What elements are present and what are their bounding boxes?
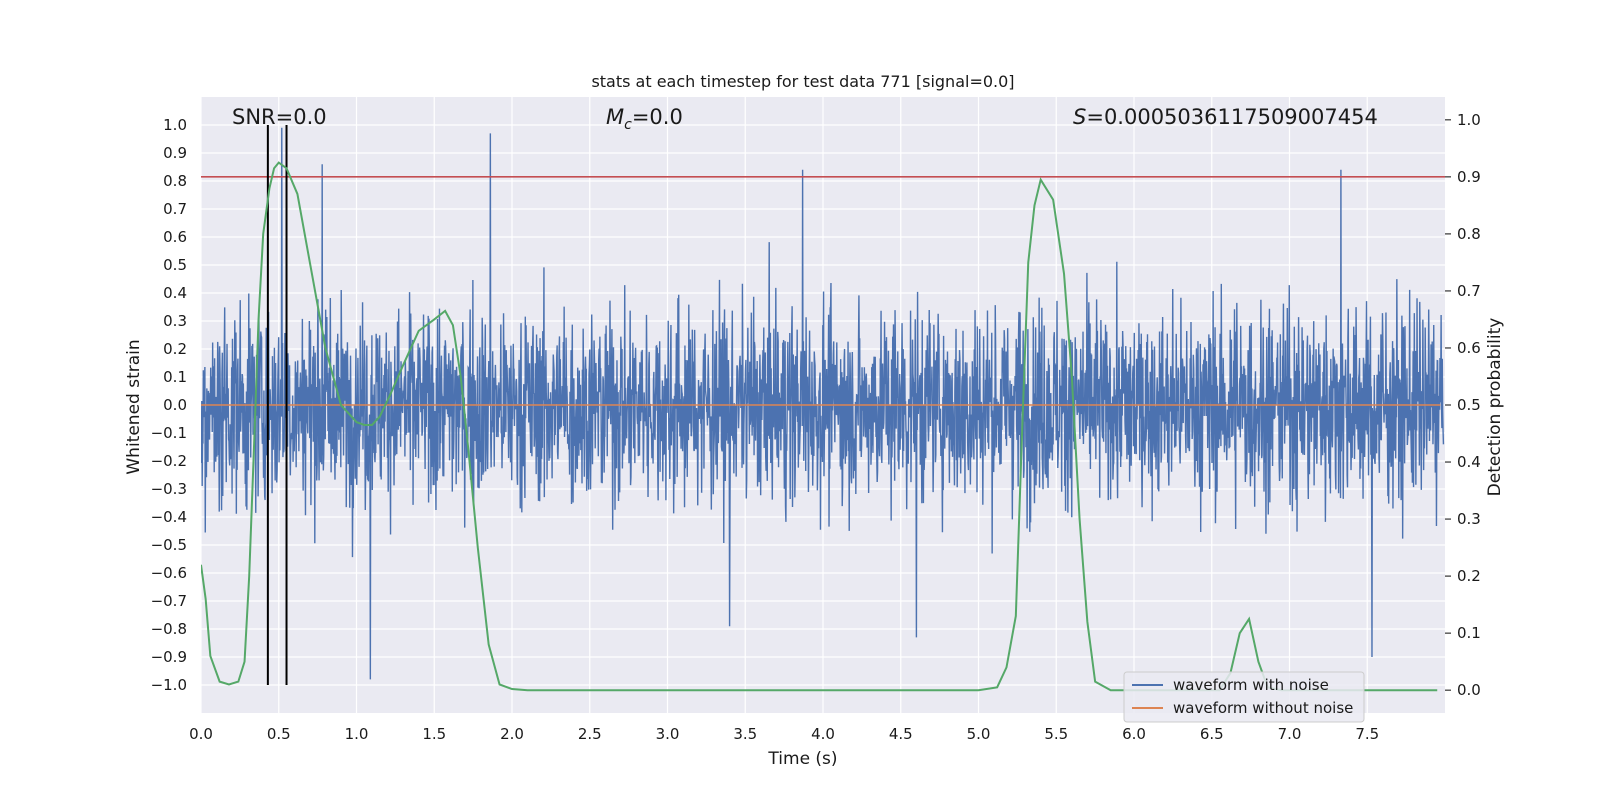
- y-tick-label: −0.4: [151, 508, 187, 526]
- chirp-mass-value: =0.0: [632, 105, 683, 129]
- y-axis-label: Whitened strain: [124, 339, 144, 474]
- y2-tick-label: 0.1: [1457, 624, 1481, 642]
- score-value: =0.0005036117509007454: [1086, 105, 1378, 129]
- y-tick-label: −0.9: [151, 648, 187, 666]
- chirp-mass-subscript: c: [624, 117, 632, 133]
- y2-tick-label: 0.7: [1457, 282, 1481, 300]
- legend-label-clean: waveform without noise: [1173, 699, 1353, 717]
- y2-axis-ticks: 1.0 0.9 0.8 0.7 0.6 0.5 0.4 0.3 0.2 0.1 0.0: [1445, 111, 1481, 699]
- y2-tick-label: 0.2: [1457, 567, 1481, 585]
- detection-probability-line: [201, 161, 1438, 692]
- y-tick-label: 0.1: [163, 368, 187, 386]
- y2-tick-label: 0.6: [1457, 339, 1481, 357]
- y-tick-label: 0.7: [163, 200, 187, 218]
- x-tick-label: 2.5: [578, 725, 602, 743]
- waveform-with-noise-line: [201, 127, 1445, 680]
- y-tick-label: −0.5: [151, 536, 187, 554]
- chirp-mass-annotation: Mc=0.0: [606, 105, 683, 133]
- y-tick-label: 0.2: [163, 340, 187, 358]
- x-tick-label: 6.5: [1200, 725, 1224, 743]
- y-tick-label: −0.3: [151, 480, 187, 498]
- x-tick-label: 7.0: [1278, 725, 1302, 743]
- x-tick-label: 5.0: [967, 725, 991, 743]
- y-tick-label: −1.0: [151, 676, 187, 694]
- x-tick-label: 7.5: [1355, 725, 1379, 743]
- score-symbol: S: [1073, 105, 1086, 129]
- legend: waveform with noise waveform without noi…: [1123, 671, 1365, 723]
- plot-content: [201, 125, 1445, 692]
- y-tick-label: −0.1: [151, 424, 187, 442]
- y-tick-label: −0.7: [151, 592, 187, 610]
- x-tick-label: 3.5: [733, 725, 757, 743]
- legend-box: [1123, 671, 1365, 723]
- y2-tick-label: 0.5: [1457, 396, 1481, 414]
- y-tick-label: 0.8: [163, 172, 187, 190]
- y2-tick-label: 0.0: [1457, 681, 1481, 699]
- legend-label-noise: waveform with noise: [1173, 676, 1329, 694]
- x-axis-label: Time (s): [767, 749, 837, 769]
- y2-tick-label: 0.4: [1457, 453, 1481, 471]
- y-tick-label: 0.0: [163, 396, 187, 414]
- x-tick-label: 1.0: [345, 725, 369, 743]
- y-tick-label: 0.9: [163, 144, 187, 162]
- score-annotation: S=0.0005036117509007454: [1073, 105, 1378, 129]
- y-tick-label: 0.5: [163, 256, 187, 274]
- y-tick-label: 0.6: [163, 228, 187, 246]
- x-tick-label: 4.0: [811, 725, 835, 743]
- y2-tick-label: 1.0: [1457, 111, 1481, 129]
- x-tick-label: 2.0: [500, 725, 524, 743]
- x-tick-label: 5.5: [1044, 725, 1068, 743]
- y2-tick-label: 0.9: [1457, 168, 1481, 186]
- y-axis-ticks: 1.0 0.9 0.8 0.7 0.6 0.5 0.4 0.3 0.2 0.1 0.0 −0.1 −0.…: [151, 116, 187, 694]
- y2-tick-label: 0.8: [1457, 225, 1481, 243]
- chirp-mass-symbol: M: [606, 105, 624, 129]
- chart-title: stats at each timestep for test data 771…: [591, 72, 1014, 91]
- y-tick-label: 1.0: [163, 116, 187, 134]
- x-tick-label: 1.5: [422, 725, 446, 743]
- x-axis-ticks: 0.0 0.5 1.0 1.5 2.0 2.5 3.0 3.5 4.0 4.5 5.0 5.5 6.0 6…: [189, 725, 1379, 743]
- y-tick-label: 0.3: [163, 312, 187, 330]
- y-tick-label: −0.2: [151, 452, 187, 470]
- y2-axis-label: Detection probability: [1485, 318, 1505, 497]
- x-tick-label: 4.5: [889, 725, 913, 743]
- snr-annotation: SNR=0.0: [232, 105, 327, 129]
- vertical-markers: [266, 125, 288, 685]
- x-tick-label: 0.5: [267, 725, 291, 743]
- x-tick-label: 0.0: [189, 725, 213, 743]
- x-tick-label: 3.0: [656, 725, 680, 743]
- x-tick-label: 6.0: [1122, 725, 1146, 743]
- y-tick-label: −0.8: [151, 620, 187, 638]
- y-tick-label: 0.4: [163, 284, 187, 302]
- y2-tick-label: 0.3: [1457, 510, 1481, 528]
- y-tick-label: −0.6: [151, 564, 187, 582]
